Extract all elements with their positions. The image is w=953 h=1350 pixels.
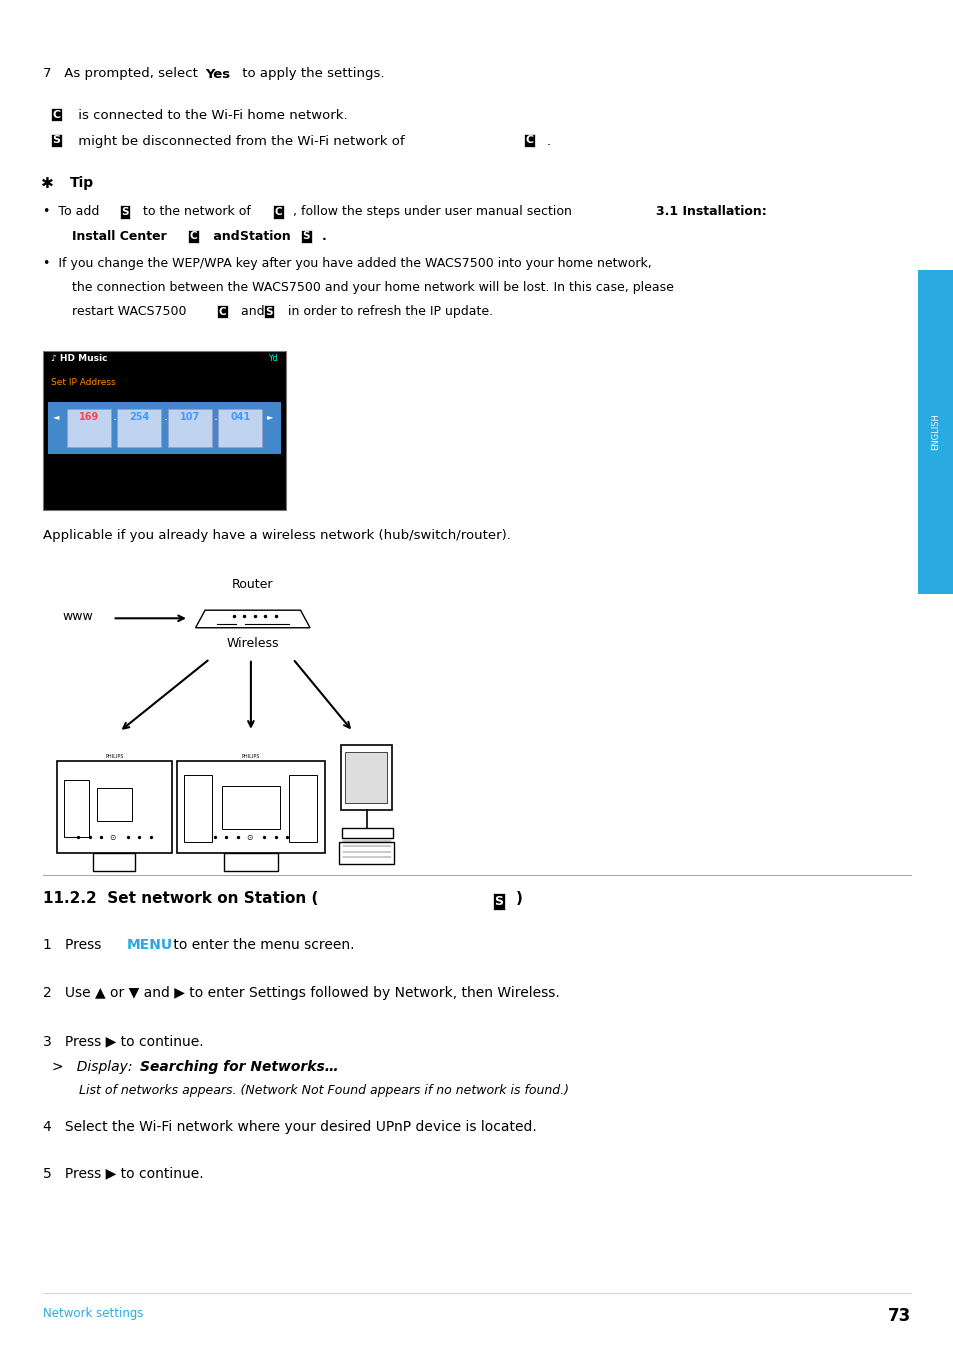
Bar (168, 409, 212, 447)
Text: ⊙: ⊙ (246, 833, 252, 841)
Text: ·: · (112, 414, 116, 428)
Text: Yes: Yes (205, 68, 230, 81)
Text: 11.2.2  Set network on Station (: 11.2.2 Set network on Station ( (43, 891, 318, 906)
Text: Set IP Address: Set IP Address (51, 378, 115, 387)
Text: ·: · (213, 414, 217, 428)
Text: ⊙: ⊙ (110, 833, 115, 841)
Text: .: . (321, 230, 326, 243)
Text: Router: Router (232, 578, 274, 591)
Text: C: C (274, 207, 282, 217)
Polygon shape (195, 610, 310, 628)
Text: S: S (52, 135, 60, 146)
Bar (917, 270, 953, 594)
Text: S: S (302, 231, 310, 242)
Text: 3.1 Installation:: 3.1 Installation: (656, 205, 766, 219)
Text: C: C (190, 231, 197, 242)
Bar (345, 752, 387, 803)
Text: S: S (494, 895, 503, 909)
Text: C: C (52, 109, 60, 120)
Text: S: S (265, 306, 273, 317)
Text: Station: Station (240, 230, 295, 243)
Text: 4   Select the Wi-Fi network where your desired UPnP device is located.: 4 Select the Wi-Fi network where your de… (43, 1120, 537, 1134)
Text: Tip: Tip (70, 176, 93, 189)
Text: 107: 107 (179, 412, 200, 421)
Bar (341, 828, 393, 838)
Bar (222, 786, 279, 829)
Text: ✱: ✱ (41, 176, 53, 190)
Text: in order to refresh the IP update.: in order to refresh the IP update. (284, 305, 493, 319)
Text: 73: 73 (887, 1307, 910, 1324)
Text: 7   As prompted, select: 7 As prompted, select (43, 68, 202, 81)
Bar (117, 409, 161, 447)
Text: and: and (209, 230, 244, 243)
Text: is connected to the Wi-Fi home network.: is connected to the Wi-Fi home network. (74, 109, 348, 123)
Bar (338, 842, 394, 864)
Text: ·: · (163, 414, 167, 428)
Text: 1   Press: 1 Press (43, 938, 106, 952)
Text: 041: 041 (230, 412, 251, 421)
Text: PHILIPS: PHILIPS (241, 753, 260, 759)
Text: ►: ► (267, 412, 274, 421)
Bar (218, 409, 262, 447)
Text: 5   Press ▶ to continue.: 5 Press ▶ to continue. (43, 1166, 203, 1180)
Text: www: www (62, 610, 92, 624)
Text: ♪ HD Music: ♪ HD Music (51, 354, 107, 363)
Bar (43, 351, 286, 510)
Text: •  If you change the WEP/WPA key after you have added the WACS7500 into your hom: • If you change the WEP/WPA key after yo… (43, 256, 651, 270)
Text: 3   Press ▶ to continue.: 3 Press ▶ to continue. (43, 1034, 203, 1048)
Text: Network settings: Network settings (43, 1307, 143, 1320)
Text: to enter the menu screen.: to enter the menu screen. (169, 938, 354, 952)
Bar (48, 402, 281, 454)
Text: , follow the steps under user manual section: , follow the steps under user manual sec… (293, 205, 576, 219)
Text: Applicable if you already have a wireless network (hub/switch/router).: Applicable if you already have a wireles… (43, 529, 510, 543)
Text: >   Display:: > Display: (52, 1060, 137, 1073)
Bar (57, 761, 172, 853)
Text: 169: 169 (78, 412, 99, 421)
Bar (224, 853, 277, 871)
Text: to the network of: to the network of (139, 205, 254, 219)
Bar (64, 780, 89, 837)
Text: ◄: ◄ (52, 412, 59, 421)
Bar (177, 761, 324, 853)
Text: to apply the settings.: to apply the settings. (238, 68, 385, 81)
Text: List of networks appears. (Network Not Found appears if no network is found.): List of networks appears. (Network Not F… (79, 1084, 569, 1098)
Text: and: and (236, 305, 268, 319)
Text: .: . (546, 135, 550, 148)
Text: 2   Use ▲ or ▼ and ▶ to enter Settings followed by Network, then Wireless.: 2 Use ▲ or ▼ and ▶ to enter Settings fol… (43, 986, 559, 999)
Text: S: S (121, 207, 129, 217)
Text: restart WACS7500: restart WACS7500 (71, 305, 190, 319)
Text: the connection between the WACS7500 and your home network will be lost. In this : the connection between the WACS7500 and … (71, 281, 673, 294)
Text: MENU: MENU (127, 938, 172, 952)
Bar (289, 775, 316, 842)
Text: •  To add: • To add (43, 205, 103, 219)
Bar (340, 745, 392, 810)
Text: Install Center: Install Center (71, 230, 171, 243)
Bar (67, 409, 111, 447)
Text: Yd: Yd (269, 354, 278, 363)
Text: Searching for Networks…: Searching for Networks… (140, 1060, 338, 1073)
Text: PHILIPS: PHILIPS (105, 753, 124, 759)
Bar (93, 853, 135, 871)
Text: 254: 254 (129, 412, 150, 421)
Text: might be disconnected from the Wi-Fi network of: might be disconnected from the Wi-Fi net… (74, 135, 409, 148)
Bar (183, 775, 212, 842)
Text: C: C (525, 135, 533, 146)
Text: ): ) (516, 891, 522, 906)
Text: Wireless: Wireless (226, 637, 279, 651)
Text: C: C (218, 306, 226, 317)
Bar (97, 788, 132, 821)
Text: ENGLISH: ENGLISH (930, 413, 940, 451)
